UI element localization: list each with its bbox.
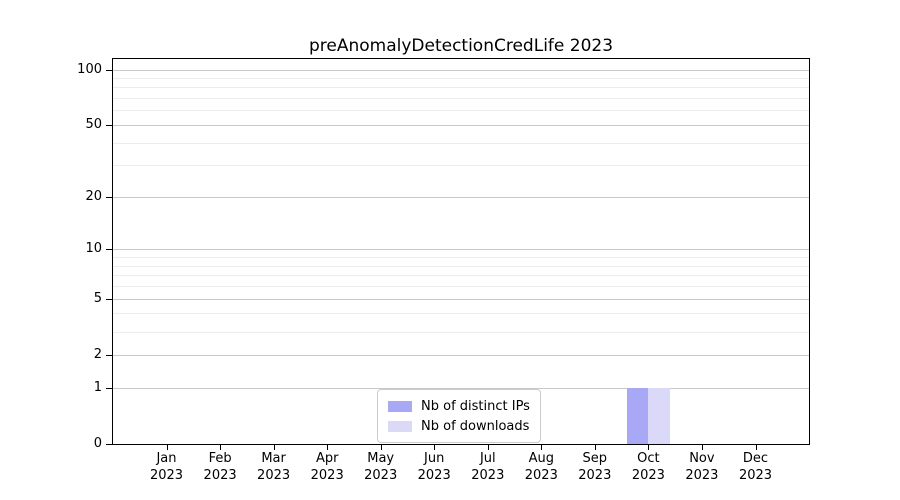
gridline-minor — [113, 257, 809, 259]
y-tick-label: 0 — [93, 436, 102, 451]
gridline-minor — [113, 78, 809, 79]
x-tick-label-nov: Nov 2023 — [685, 451, 719, 483]
y-tick-label: 20 — [85, 189, 102, 204]
x-tick-label-feb: Feb 2023 — [203, 451, 237, 483]
y-tick-label: 10 — [85, 241, 102, 257]
x-tick-label-jun: Jun 2023 — [417, 451, 451, 483]
gridline-major — [113, 387, 809, 389]
x-tick-label-jan: Jan 2023 — [149, 451, 184, 483]
y-tick-mark — [106, 354, 112, 356]
x-tick-label-jul: Jul 2023 — [471, 451, 505, 483]
gridline-minor — [113, 87, 809, 89]
legend-swatch-distinct-ips-icon — [388, 400, 412, 412]
x-tick-label-mar: Mar 2023 — [257, 451, 291, 483]
legend-swatch-downloads-icon — [388, 420, 412, 432]
x-tick-label-may: May 2023 — [364, 451, 398, 483]
x-tick-mark — [487, 445, 489, 450]
y-tick-label: 1 — [93, 379, 102, 395]
gridline-major — [113, 69, 809, 71]
gridline-major — [113, 298, 809, 300]
plot-area — [112, 58, 810, 445]
x-tick-mark — [166, 445, 168, 450]
legend-item-distinct-ips: Nb of distinct IPs — [388, 396, 530, 416]
legend: Nb of distinct IPs Nb of downloads — [377, 389, 541, 443]
x-tick-label-aug: Aug 2023 — [524, 451, 558, 483]
x-tick-mark — [701, 445, 703, 450]
x-tick-mark — [434, 445, 436, 450]
gridline-minor — [113, 313, 809, 315]
y-tick-mark — [106, 249, 112, 251]
y-tick-label: 100 — [77, 61, 102, 77]
x-tick-mark — [327, 445, 329, 450]
y-tick-label: 5 — [93, 290, 102, 306]
gridline-minor — [113, 98, 809, 100]
x-tick-label-dec: Dec 2023 — [738, 451, 773, 483]
gridline-minor — [113, 331, 809, 333]
y-tick-mark — [106, 298, 112, 300]
gridline-major — [113, 249, 809, 251]
y-tick-mark — [106, 444, 112, 445]
gridline-minor — [113, 265, 809, 267]
x-tick-mark — [220, 445, 222, 450]
x-tick-mark — [755, 445, 757, 450]
gridline-major — [113, 197, 809, 198]
gridline-minor — [113, 110, 809, 112]
gridline-major — [113, 354, 809, 356]
bar-nb-of-distinct-ips — [627, 387, 649, 444]
y-tick-label: 50 — [85, 117, 102, 132]
gridline-minor — [113, 142, 809, 144]
y-tick-mark — [106, 197, 112, 198]
gridline-minor — [113, 275, 809, 277]
x-tick-label-oct: Oct 2023 — [631, 451, 665, 483]
chart-title: preAnomalyDetectionCredLife 2023 — [308, 36, 614, 56]
x-tick-mark — [380, 445, 382, 450]
x-tick-label-apr: Apr 2023 — [310, 451, 344, 483]
gridline-major — [113, 125, 809, 126]
y-tick-mark — [106, 125, 112, 126]
y-tick-mark — [106, 69, 112, 71]
legend-label-distinct-ips: Nb of distinct IPs — [421, 398, 530, 414]
legend-item-downloads: Nb of downloads — [388, 416, 530, 436]
x-tick-mark — [594, 445, 596, 450]
y-tick-mark — [106, 387, 112, 389]
x-tick-mark — [648, 445, 650, 450]
x-tick-mark — [273, 445, 275, 450]
y-tick-label: 2 — [93, 346, 102, 362]
bar-nb-of-downloads — [648, 387, 670, 444]
gridline-minor — [113, 165, 809, 167]
x-tick-mark — [541, 445, 543, 450]
gridline-minor — [113, 286, 809, 288]
legend-label-downloads: Nb of downloads — [421, 418, 530, 434]
x-tick-label-sep: Sep 2023 — [578, 451, 612, 483]
